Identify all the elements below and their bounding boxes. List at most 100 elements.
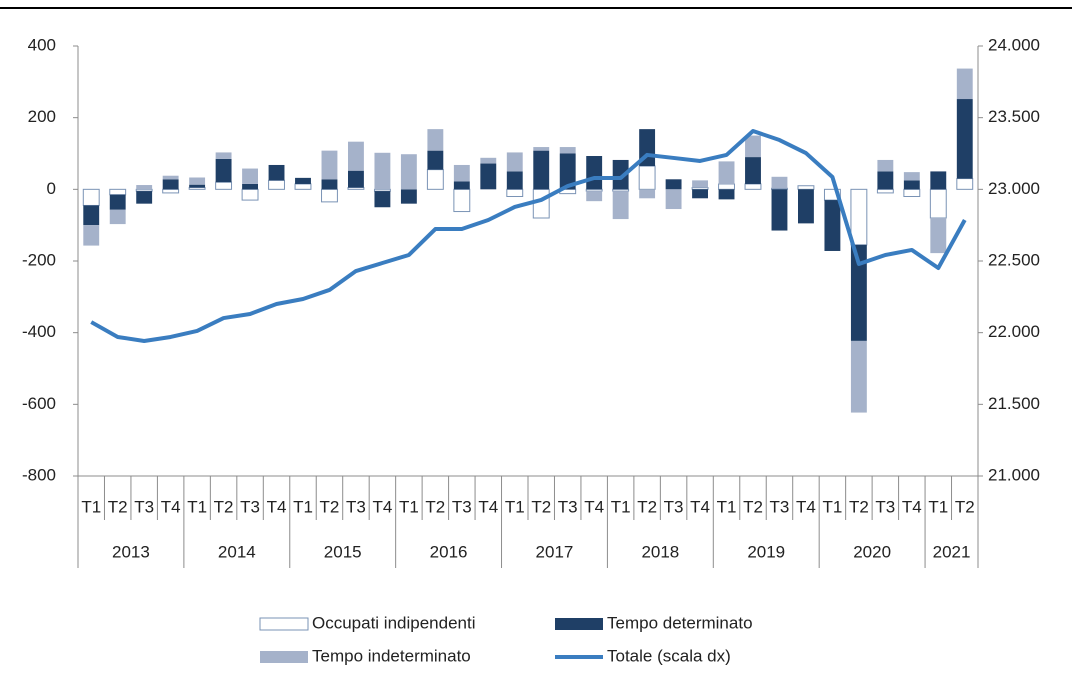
bar-segment [321,188,338,203]
bar-segment [480,163,497,190]
bar-segment [691,187,709,190]
bar-segment [771,187,788,190]
legend-swatch [260,651,308,663]
bar-segment [744,183,762,190]
legend-label: Tempo determinato [607,613,753,632]
bar-segment [506,152,523,172]
y-tick-label: 0 [47,179,56,198]
bar-segment [162,179,179,190]
bar-segment [586,156,603,190]
bar-segment [348,141,364,171]
bar-segment [638,165,656,190]
bar-segment [374,191,391,208]
bar-segment [215,158,232,183]
bar-segment [718,189,735,200]
bar-segment [718,161,735,184]
bar-segment [692,180,708,188]
bar-segment [348,170,364,188]
x-tick-label: T1 [611,497,631,516]
bar-segment [533,147,550,151]
x-tick-label: T3 [770,497,790,516]
x-tick-label: T2 [531,497,551,516]
bar-segment [268,164,285,181]
bar-segment [136,185,153,190]
x-tick-label: T3 [452,497,472,516]
year-label: 2013 [112,542,150,561]
bar-segment [242,183,258,190]
x-tick-label: T4 [161,497,181,516]
x-tick-label: T2 [637,497,657,516]
x-tick-label: T3 [875,497,895,516]
y2-tick-label: 22.500 [988,250,1040,269]
bar-segment [215,181,233,190]
y-tick-label: -400 [22,322,56,341]
y2-tick-label: 23.000 [988,179,1040,198]
bar-segment [532,188,550,219]
x-tick-label: T2 [214,497,234,516]
bar-segment [586,191,603,202]
bar-segment [241,188,259,201]
year-label: 2016 [430,542,468,561]
bar-segment [956,178,974,190]
bar-segment [612,188,630,192]
x-tick-label: T4 [690,497,710,516]
year-label: 2018 [641,542,679,561]
bar-segment [189,177,206,185]
year-label: 2021 [933,542,971,561]
x-tick-label: T2 [743,497,763,516]
bar-segment [718,183,735,190]
bar-segment [533,150,550,190]
bar-segment [453,188,471,213]
bar-segment [453,164,470,182]
x-tick-label: T2 [320,497,340,516]
y2-tick-label: 22.000 [988,322,1040,341]
bar-segment [453,181,470,190]
x-tick-label: T3 [346,497,366,516]
bar-segment [877,171,894,190]
y-tick-label: -600 [22,394,56,413]
bar-segment [797,185,815,190]
bar-segment [162,188,180,194]
bar-segment [242,168,258,184]
x-tick-label: T4 [267,497,287,516]
bar-segment [506,188,524,197]
bar-segment [321,179,338,190]
bar-segment [295,177,311,184]
bar-segment [929,188,947,219]
bar-segment [930,218,947,254]
bar-segment [321,150,338,180]
year-label: 2014 [218,542,256,561]
bar-segment [373,188,391,192]
x-tick-label: T1 [81,497,101,516]
y-tick-label: 200 [28,107,56,126]
bar-segment [612,191,629,220]
legend-label: Totale (scala dx) [607,646,731,665]
year-label: 2015 [324,542,362,561]
bar-segment [135,188,153,192]
x-tick-label: T1 [399,497,419,516]
bar-segment [771,176,788,189]
bar-segment [426,169,444,190]
bar-segment [83,205,100,226]
x-tick-label: T2 [425,497,445,516]
total-line [90,128,967,343]
bar-segment [480,157,497,164]
bar-segment [136,191,153,204]
bar-segment [268,179,285,190]
bar-segment [109,194,126,210]
y-tick-label: -800 [22,465,56,484]
x-tick-label: T1 [505,497,525,516]
y2-tick-label: 21.500 [988,394,1040,413]
bar-segment [956,68,973,100]
bar-segment [850,188,868,246]
bar-segment [400,189,417,204]
year-label: 2019 [747,542,785,561]
bar-segment [559,147,576,154]
bar-segment [692,189,708,199]
year-label: 2017 [536,542,574,561]
bar-segment [639,189,656,199]
bar-segment [294,183,312,190]
x-tick-label: T2 [108,497,128,516]
x-tick-label: T2 [849,497,869,516]
